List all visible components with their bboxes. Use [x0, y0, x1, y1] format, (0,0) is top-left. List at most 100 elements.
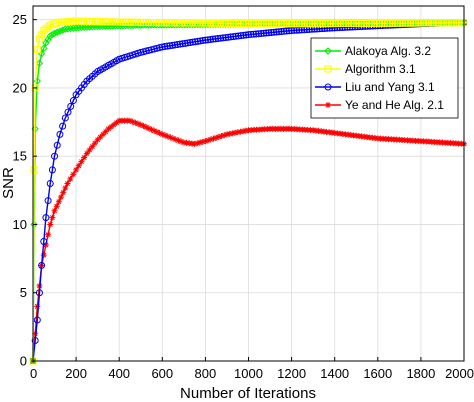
series-3-marker-57	[175, 137, 182, 144]
legend-label-1: Algorithm 3.1	[345, 62, 416, 76]
series-2-marker-55	[171, 41, 179, 49]
series-2-marker-66	[199, 37, 207, 45]
series-2-marker-67	[201, 36, 209, 44]
series-2-marker-69	[206, 35, 214, 43]
series-2-marker-78	[229, 33, 237, 41]
series-3-marker-69	[207, 136, 214, 143]
series-3-marker-23	[83, 150, 90, 157]
y-tick-label-1: 5	[20, 285, 27, 300]
series-2-marker-15	[64, 108, 72, 116]
series-2-marker-14	[61, 114, 69, 122]
series-3-marker-26	[91, 140, 98, 147]
series-2-marker-10	[51, 152, 59, 160]
series-2-marker-101	[288, 27, 296, 35]
series-2-marker-73	[217, 34, 225, 42]
series-3-marker-13	[58, 194, 65, 201]
series-0-marker-10	[48, 30, 57, 39]
series-2-marker-84	[245, 31, 252, 39]
series-2-marker-91	[262, 29, 270, 37]
series-2-marker-94	[270, 28, 278, 36]
series-2-marker-1	[31, 337, 39, 345]
series-0-marker-20	[75, 23, 83, 32]
series-2-marker-8	[46, 180, 54, 187]
series-2-marker-72	[214, 35, 222, 43]
series-2-marker-4	[38, 261, 46, 269]
series-3-marker-53	[164, 133, 171, 140]
series-3-marker-51	[159, 131, 166, 138]
series-3-marker-7	[45, 231, 52, 238]
x-tick-label-5: 1000	[234, 366, 263, 381]
series-2-marker-74	[219, 34, 227, 42]
series-1-marker-4	[35, 35, 43, 43]
series-3-marker-8	[47, 221, 54, 228]
series-3-marker-70	[210, 135, 217, 142]
series-3-marker-44	[140, 122, 147, 129]
series-3-marker-16	[64, 180, 71, 187]
series-3-marker-33	[110, 121, 117, 128]
series-0-marker-18	[69, 24, 78, 32]
series-3	[30, 117, 467, 364]
y-tick-label-5: 25	[13, 12, 27, 27]
series-3-marker-82	[242, 127, 249, 134]
series-2-marker-75	[222, 34, 230, 42]
series-3-marker-54	[167, 134, 174, 141]
series-2-marker-11	[53, 141, 61, 149]
series-3-marker-58	[178, 138, 185, 145]
series-0-marker-25	[88, 23, 96, 31]
series-2-marker-60	[184, 39, 192, 47]
series-3-marker-10	[51, 207, 58, 214]
series-2-marker-49	[156, 44, 164, 52]
series-3-marker-24	[86, 147, 93, 154]
series-3-marker-2	[34, 303, 41, 310]
series-3-marker-5	[40, 252, 47, 259]
legend-label-2: Liu and Yang 3.1	[345, 80, 435, 94]
series-3-marker-48	[151, 127, 158, 134]
series-3-marker-49	[153, 128, 160, 135]
series-3-marker-77	[229, 130, 236, 137]
series-3-marker-40	[129, 118, 136, 125]
series-2-marker-103	[293, 26, 301, 34]
series-3-marker-39	[126, 117, 133, 124]
series-3-marker-52	[161, 132, 168, 139]
y-tick-label-2: 10	[13, 217, 27, 232]
series-1	[29, 17, 468, 365]
x-tick-label-10: 2000	[445, 366, 474, 381]
series-2-marker-81	[237, 32, 245, 40]
x-axis-label: Number of Iterations	[180, 385, 316, 402]
series-2-marker-12	[56, 130, 64, 138]
series-3-marker-81	[240, 128, 247, 135]
series-3-marker-28	[97, 134, 104, 141]
series-2-marker-87	[252, 30, 260, 38]
x-tick-label-6: 1200	[277, 366, 306, 381]
series-2-marker-64	[194, 37, 202, 45]
series-2-marker-77	[227, 33, 235, 41]
series-1-marker-3	[33, 46, 41, 54]
series-3-marker-21	[78, 158, 85, 165]
series-0-marker-21	[77, 23, 86, 32]
series-2-marker-90	[260, 29, 268, 37]
series-2-marker-70	[209, 35, 217, 43]
series-2-marker-6	[42, 214, 50, 222]
series-3-marker-56	[172, 136, 179, 143]
series-3-marker-20	[75, 162, 82, 169]
axis-ticks: 0 200 400 600 800 1000 1200 1400 1600 1800 2000 0 5 1…	[13, 12, 474, 381]
series-3-marker-25	[89, 143, 96, 150]
series-3-marker-45	[143, 124, 150, 131]
series-2-marker-65	[196, 37, 204, 45]
series-1-marker-6	[40, 27, 48, 35]
x-tick-label-3: 600	[151, 366, 173, 381]
series-0-marker-24	[85, 23, 94, 31]
y-tick-label-3: 15	[13, 149, 27, 164]
series-2-marker-88	[255, 30, 263, 38]
series-0-marker-12	[53, 28, 61, 36]
series-3-marker-32	[108, 123, 115, 130]
series-3-marker-12	[55, 198, 62, 205]
series-2-marker-99	[283, 27, 291, 35]
series-0-marker-11	[50, 29, 59, 38]
series-2-marker-13	[59, 122, 67, 130]
series-2-marker-102	[290, 26, 298, 34]
series-2-marker-95	[272, 28, 280, 36]
series-2-marker-93	[267, 29, 275, 37]
x-tick-label-1: 200	[65, 366, 87, 381]
series-3-marker-27	[94, 136, 101, 143]
